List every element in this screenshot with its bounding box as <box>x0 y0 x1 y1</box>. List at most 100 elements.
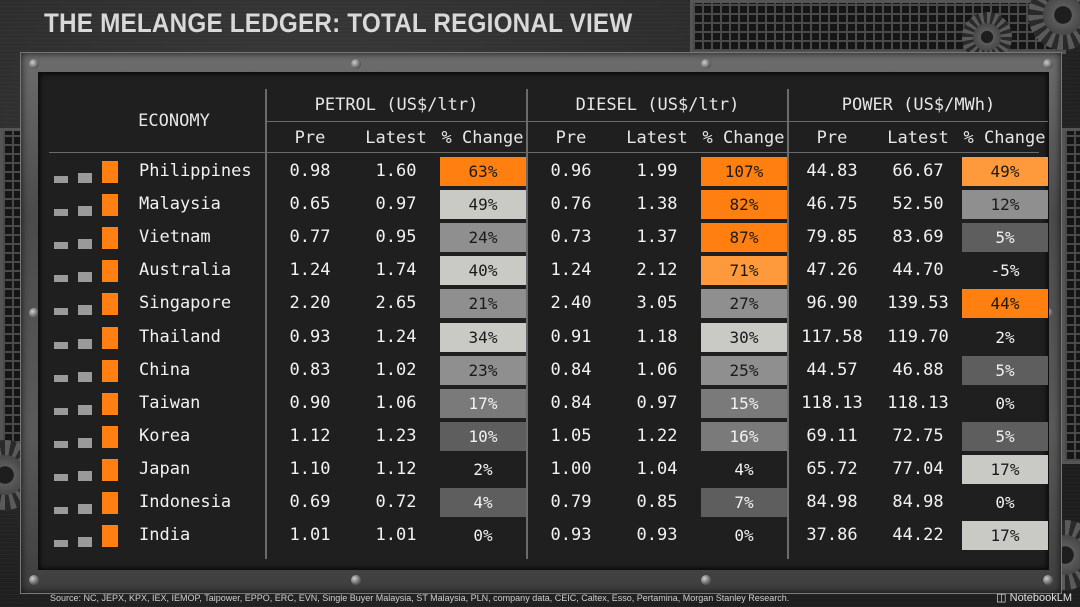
table-row: Singapore 2.20 2.65 21% 2.40 3.05 27% 96.90 139.… <box>39 288 1048 319</box>
diesel-pre-header: Pre <box>555 128 587 148</box>
diesel-pre-value: 1.00 <box>550 458 592 479</box>
petrol-pre-value: 1.24 <box>289 260 331 281</box>
bar-chart-icon <box>54 258 122 283</box>
diesel-latest-value: 0.85 <box>636 492 678 512</box>
column-divider <box>526 89 528 559</box>
diesel-pre-value: 0.79 <box>550 492 592 512</box>
diesel-change-cell: 15% <box>701 388 787 418</box>
petrol-pre-value: 0.65 <box>289 194 331 215</box>
power-latest-value: 44.70 <box>892 260 944 281</box>
table-row: Thailand 0.93 1.24 34% 0.91 1.18 30% 117.58 119.… <box>39 322 1048 353</box>
petrol-latest-header: Latest <box>365 128 427 148</box>
power-pre-value: 84.98 <box>806 492 858 512</box>
economy-name: Taiwan <box>139 392 201 413</box>
diesel-change-header: % Change <box>702 128 785 148</box>
bar-chart-icon <box>54 225 122 250</box>
power-change-header: % Change <box>963 128 1046 148</box>
diesel-latest-value: 2.12 <box>636 260 678 281</box>
diesel-change-cell: 7% <box>701 488 787 517</box>
power-change-cell: 2% <box>995 327 1015 347</box>
economy-name: Vietnam <box>139 227 211 248</box>
ledger-table: ECONOMY PETROL (US$/ltr) DIESEL (US$/ltr… <box>38 72 1049 570</box>
table-row: Indonesia 0.69 0.72 4% 0.79 0.85 7% 84.98 84.98 0… <box>39 487 1048 518</box>
petrol-change-cell: 0% <box>473 526 493 546</box>
petrol-pre-value: 2.20 <box>289 293 331 314</box>
power-change-cell: 0% <box>995 393 1015 413</box>
petrol-pre-value: 0.69 <box>289 492 331 512</box>
diesel-header: DIESEL (US$/ltr) <box>575 95 740 115</box>
economy-name: Japan <box>139 458 191 479</box>
diesel-pre-value: 0.91 <box>550 326 592 347</box>
grate-right <box>1062 128 1080 464</box>
economy-name: Philippines <box>139 161 252 181</box>
diesel-latest-value: 1.99 <box>636 161 678 181</box>
power-pre-value: 47.26 <box>806 260 858 281</box>
petrol-pre-header: Pre <box>294 128 326 148</box>
diesel-latest-value: 1.04 <box>636 458 678 479</box>
petrol-latest-value: 1.74 <box>375 260 417 281</box>
power-pre-header: Pre <box>816 128 848 148</box>
petrol-latest-value: 1.23 <box>375 425 417 446</box>
diesel-pre-value: 0.96 <box>550 161 592 181</box>
diesel-latest-value: 0.93 <box>636 525 678 546</box>
brand-text: NotebookLM <box>1009 592 1072 604</box>
diesel-latest-value: 3.05 <box>636 293 678 314</box>
diesel-latest-value: 1.38 <box>636 194 678 215</box>
power-latest-value: 46.88 <box>892 359 944 380</box>
diesel-change-cell: 82% <box>701 190 787 220</box>
table-row: Malaysia 0.65 0.97 49% 0.76 1.38 82% 46.75 52.50… <box>39 189 1048 220</box>
power-change-cell: 0% <box>995 493 1015 512</box>
petrol-latest-value: 1.24 <box>375 326 417 347</box>
petrol-latest-value: 0.97 <box>375 194 417 215</box>
power-latest-value: 118.13 <box>887 392 949 413</box>
petrol-change-cell: 17% <box>440 388 526 418</box>
petrol-change-cell: 40% <box>440 256 526 286</box>
power-change-cell: 5% <box>962 355 1048 385</box>
petrol-pre-value: 1.01 <box>289 525 331 546</box>
petrol-latest-value: 1.01 <box>375 525 417 546</box>
power-latest-value: 139.53 <box>887 293 949 314</box>
diesel-change-cell: 0% <box>734 526 754 546</box>
table-row: Vietnam 0.77 0.95 24% 0.73 1.37 87% 79.85 83.69 5… <box>39 222 1048 253</box>
power-latest-value: 84.98 <box>892 492 944 512</box>
power-latest-value: 119.70 <box>887 326 949 347</box>
power-pre-value: 44.57 <box>806 359 858 380</box>
bar-chart-icon <box>54 490 122 514</box>
petrol-change-header: % Change <box>441 128 524 148</box>
table-row: Australia 1.24 1.74 40% 1.24 2.12 71% 47.26 44.7… <box>39 255 1048 286</box>
diesel-latest-value: 1.06 <box>636 359 678 380</box>
diesel-change-cell: 4% <box>734 459 754 479</box>
diesel-pre-value: 1.05 <box>550 425 592 446</box>
petrol-latest-value: 1.02 <box>375 359 417 380</box>
power-pre-value: 79.85 <box>806 227 858 248</box>
power-latest-value: 77.04 <box>892 458 944 479</box>
diesel-change-cell: 107% <box>701 157 787 186</box>
petrol-pre-value: 1.12 <box>289 425 331 446</box>
table-row: India 1.01 1.01 0% 0.93 0.93 0% 37.86 44.22 17% <box>39 520 1048 551</box>
petrol-change-cell: 49% <box>440 190 526 220</box>
petrol-pre-value: 0.77 <box>289 227 331 248</box>
bar-chart-icon <box>54 523 122 548</box>
diesel-pre-value: 0.84 <box>550 392 592 413</box>
power-change-cell: -5% <box>990 261 1020 281</box>
power-pre-value: 37.86 <box>806 525 858 546</box>
diesel-change-cell: 87% <box>701 223 787 253</box>
power-latest-value: 72.75 <box>892 425 944 446</box>
power-pre-value: 96.90 <box>806 293 858 314</box>
petrol-latest-value: 0.72 <box>375 492 417 512</box>
diesel-latest-value: 1.37 <box>636 227 678 248</box>
power-header: POWER (US$/MWh) <box>841 95 996 115</box>
petrol-latest-value: 1.12 <box>375 458 417 479</box>
power-latest-value: 66.67 <box>892 161 944 181</box>
table-row: China 0.83 1.02 23% 0.84 1.06 25% 44.57 46.88 5% <box>39 355 1048 386</box>
power-pre-value: 46.75 <box>806 194 858 215</box>
source-note: Source: NC, JEPX, KPX, IEX, IEMOP, Taipo… <box>50 593 790 603</box>
table-row: Japan 1.10 1.12 2% 1.00 1.04 4% 65.72 77.04 17% <box>39 454 1048 485</box>
power-change-cell: 17% <box>962 521 1048 551</box>
petrol-change-cell: 23% <box>440 355 526 385</box>
power-latest-header: Latest <box>887 128 949 148</box>
power-latest-value: 52.50 <box>892 194 944 215</box>
petrol-change-cell: 4% <box>440 488 526 517</box>
petrol-latest-value: 0.95 <box>375 227 417 248</box>
header-divider <box>49 152 1039 153</box>
